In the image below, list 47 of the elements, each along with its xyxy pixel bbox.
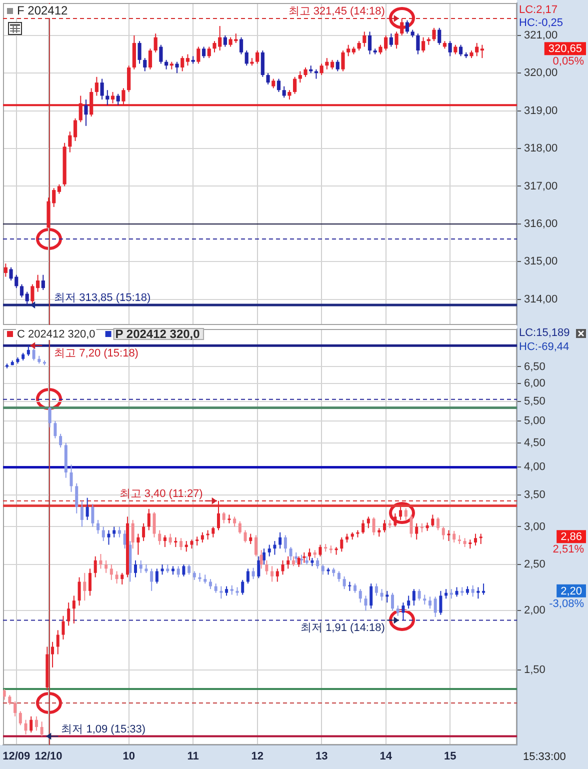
y-tick-label: 316,00 xyxy=(524,218,558,230)
y-tick-label: 318,00 xyxy=(524,142,558,155)
y-tick-label: 317,00 xyxy=(524,180,558,192)
annotation: 최고 321,45 (14:18) xyxy=(288,5,385,18)
text: 0,05% xyxy=(552,56,584,68)
y-tick-label: 319,00 xyxy=(524,104,558,117)
x-tick-label: 11 xyxy=(187,750,199,763)
x-tick-label: 14 xyxy=(380,750,393,763)
y-tick-label: 5,50 xyxy=(524,395,546,408)
x-tick-label: 10 xyxy=(122,750,135,763)
text: 15:33:00 xyxy=(523,751,566,764)
x-tick-label: 13 xyxy=(315,750,328,763)
text: 320,65 xyxy=(548,43,582,56)
text: HC:-0,25 xyxy=(519,17,564,30)
text: -3,08% xyxy=(549,598,584,610)
y-tick-label: 315,00 xyxy=(524,256,558,268)
text: HC:-69,44 xyxy=(519,341,570,354)
text: 2,51% xyxy=(552,544,584,556)
x-tick-label: 15 xyxy=(444,750,456,763)
x-tick-label: 12/09 xyxy=(2,750,30,763)
x-tick-label: 12/10 xyxy=(34,750,62,763)
text: 2,86 xyxy=(560,531,582,544)
y-tick-label: 6,50 xyxy=(524,360,546,373)
y-tick-label: 4,50 xyxy=(524,436,546,449)
chart-title: F 202412 xyxy=(17,3,68,18)
y-tick-label: 320,00 xyxy=(524,67,558,80)
y-tick-label: 1,50 xyxy=(524,664,546,676)
text: LC:2,17 xyxy=(519,4,558,16)
legend-label: C 202412 320,0 xyxy=(17,328,96,341)
y-tick-label: 2,00 xyxy=(524,604,546,617)
annotation: 최저 1,09 (15:33) xyxy=(61,723,146,736)
y-tick-label: 3,00 xyxy=(524,520,546,533)
y-tick-label: 5,00 xyxy=(524,415,546,428)
y-tick-label: 6,00 xyxy=(524,377,546,390)
annotation: 최고 3,40 (11:27) xyxy=(119,488,203,500)
annotation: 최고 7,20 (15:18) xyxy=(54,348,138,360)
y-tick-label: 321,00 xyxy=(524,29,558,42)
y-tick-label: 2,50 xyxy=(524,558,546,571)
annotation: 최저 313,85 (15:18) xyxy=(54,292,151,304)
text: LC:15,189 xyxy=(519,327,570,340)
y-tick-label: 4,00 xyxy=(524,461,546,474)
legend-label: P 202412 320,0 xyxy=(115,326,200,341)
y-tick-label: 3,50 xyxy=(524,488,546,501)
x-tick-label: 12 xyxy=(251,750,264,763)
annotation: 최저 1,91 (14:18) xyxy=(300,622,385,634)
text: 2,20 xyxy=(560,585,582,598)
y-tick-label: 314,00 xyxy=(524,293,558,306)
